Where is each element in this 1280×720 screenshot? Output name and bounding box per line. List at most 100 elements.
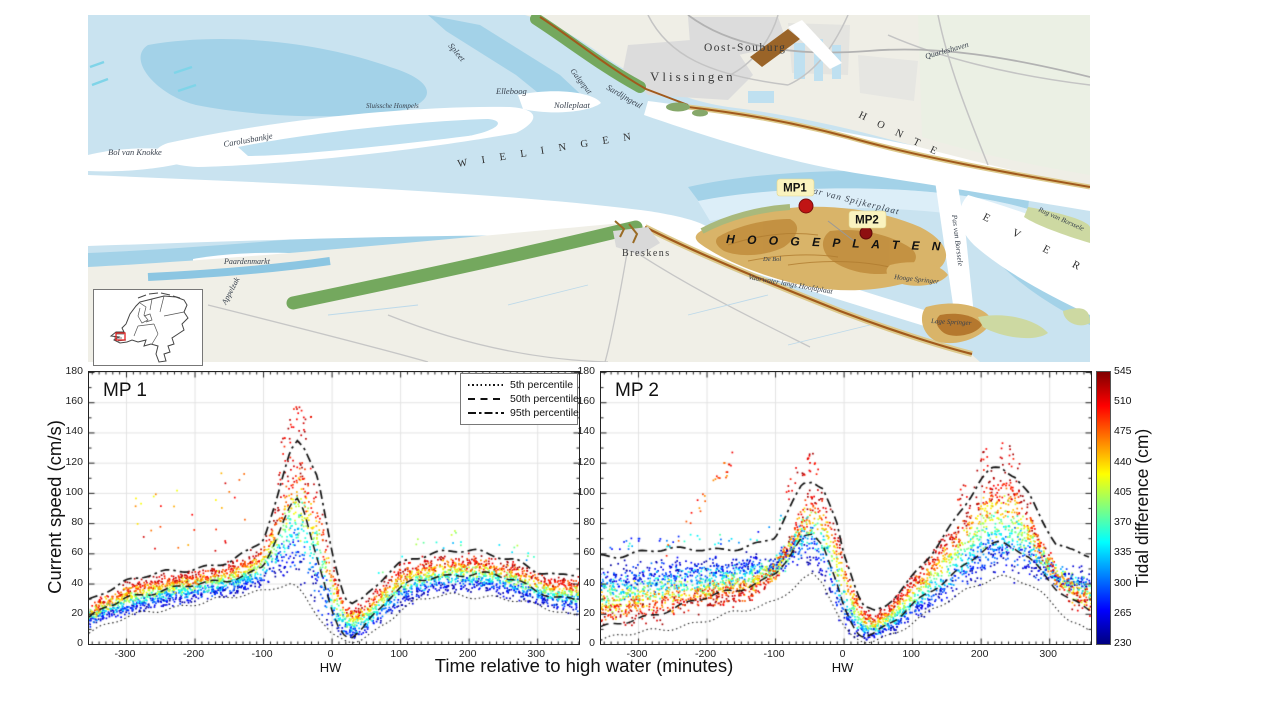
flat-path [827, 220, 855, 242]
label-nolleplaat: Nolleplaat [553, 100, 591, 110]
y-tick-label: 60 [71, 546, 83, 559]
colorbar-tick-label: 370 [1114, 516, 1132, 529]
label-bol-van-knokke: Bol van Knokke [108, 147, 162, 157]
x-tick-label: -200 [695, 648, 717, 660]
ditches [327, 284, 879, 346]
y-axis-label: Current speed (cm/s) [44, 420, 65, 594]
x-tick-label: -300 [626, 648, 648, 660]
x-axis-label: Time relative to high water (minutes) [434, 655, 734, 676]
dotted-line-sample [468, 384, 504, 386]
north-dike-west [539, 16, 689, 106]
x-tick-label: 0 [839, 648, 846, 660]
y-tick-label: 120 [577, 455, 595, 468]
label-oost-souburg: Oost-Souburg [704, 42, 786, 54]
mp2-marker [859, 226, 873, 240]
y-tick-label: 140 [65, 425, 83, 438]
legend-label-5th: 5th percentile [510, 379, 574, 391]
lage-springer-core [936, 313, 982, 336]
nl-outline [109, 295, 189, 363]
y-tick-label: 120 [65, 455, 83, 468]
plot-mp1: MP 1 5th percentile 50th percentile 95th… [88, 371, 580, 645]
south-land [88, 222, 980, 362]
legend: 5th percentile 50th percentile 95th perc… [460, 373, 579, 425]
y-tick-label: 100 [65, 485, 83, 498]
label-sluissche-hompels: Sluissche Hompels [366, 102, 419, 110]
dashdot-line-sample [468, 412, 504, 414]
legend-row: 50th percentile [468, 392, 579, 406]
colorbar-tick-label: 510 [1114, 395, 1132, 408]
legend-label-95th: 95th percentile [510, 407, 579, 419]
green-islet-1 [666, 102, 690, 112]
y-tick-label: 180 [577, 365, 595, 377]
everingen-shoal [978, 315, 1048, 339]
x-tick-label: 100 [390, 648, 408, 660]
mp1-marker [798, 198, 814, 214]
x-tick-label: 100 [902, 648, 920, 660]
estuary-map: Spleet Elleboog Nolleplaat Galgeput Sard… [88, 13, 1093, 363]
north-dike-east [687, 106, 1091, 188]
south-green-strip [286, 220, 643, 310]
y-tick-label: 180 [65, 365, 83, 377]
legend-row: 95th percentile [468, 406, 579, 420]
y-tick-label: 40 [583, 576, 595, 589]
y-tick-label: 80 [583, 516, 595, 529]
y-tick-label: 160 [577, 395, 595, 408]
label-paardenmarkt: Paardenmarkt [223, 257, 271, 266]
y-tick-label: 0 [589, 637, 595, 649]
colorbar-tick-label: 545 [1114, 365, 1132, 377]
study-area-box [115, 332, 126, 341]
colorbar-tick-label: 440 [1114, 455, 1132, 468]
hw-label: HW [831, 660, 854, 675]
x-tick-label: 0 [327, 648, 334, 660]
colorbar-tick-label: 335 [1114, 546, 1132, 559]
x-tick-label: -200 [183, 648, 205, 660]
label-breskens: Breskens [622, 248, 671, 259]
flat-marsh-fringe [700, 204, 791, 234]
south-roads [207, 246, 811, 363]
y-tick-label: 20 [71, 606, 83, 619]
label-de-bol: De Bol [762, 256, 781, 263]
mp1-label: MP1 [783, 183, 807, 195]
hooge-springer-flat [886, 262, 948, 286]
south-dike [644, 226, 973, 356]
mp1-label-box [776, 178, 815, 197]
hw-label: HW [319, 660, 342, 675]
breskens-town [613, 227, 660, 255]
west-marks [89, 60, 197, 93]
x-tick-label: 300 [527, 648, 545, 660]
colorbar-tick-label: 405 [1114, 485, 1132, 498]
legend-label-50th: 50th percentile [510, 393, 579, 405]
dock-structures [750, 29, 800, 67]
north-dunes [530, 13, 646, 93]
colorbar-tick-label: 300 [1114, 576, 1132, 589]
flat-ridges [727, 233, 899, 270]
plot-mp2: MP 2 [600, 371, 1092, 645]
green-islet-2 [692, 109, 708, 117]
plot-title-mp1: MP 1 [103, 380, 148, 401]
legend-row: 5th percentile [468, 378, 574, 392]
colorbar-tick-label: 230 [1114, 637, 1132, 649]
north-fields [918, 15, 1090, 175]
inset-svg [109, 292, 189, 363]
breskens-jetties [614, 220, 639, 244]
mp2-scatter-canvas [601, 372, 1091, 644]
y-tick-label: 140 [577, 425, 595, 438]
y-tick-label: 60 [583, 546, 595, 559]
label-vlissingen: Vlissingen [650, 69, 736, 84]
y-tick-label: 80 [71, 516, 83, 529]
y-tick-label: 100 [577, 485, 595, 498]
x-tick-label: -100 [251, 648, 273, 660]
x-tick-label: 200 [458, 648, 477, 660]
rug-van-borssele-shoal [1024, 207, 1090, 243]
x-tick-label: 200 [970, 648, 989, 660]
colorbar-tick-label: 475 [1114, 425, 1132, 438]
roads [647, 14, 1091, 166]
plot-title-mp2: MP 2 [615, 380, 660, 401]
y-tick-label: 160 [65, 395, 83, 408]
mp2-label: MP2 [855, 215, 879, 227]
x-tick-label: -100 [763, 648, 785, 660]
x-tick-label: -300 [114, 648, 136, 660]
y-tick-label: 20 [583, 606, 595, 619]
map-svg: Spleet Elleboog Nolleplaat Galgeput Sard… [88, 13, 1093, 363]
